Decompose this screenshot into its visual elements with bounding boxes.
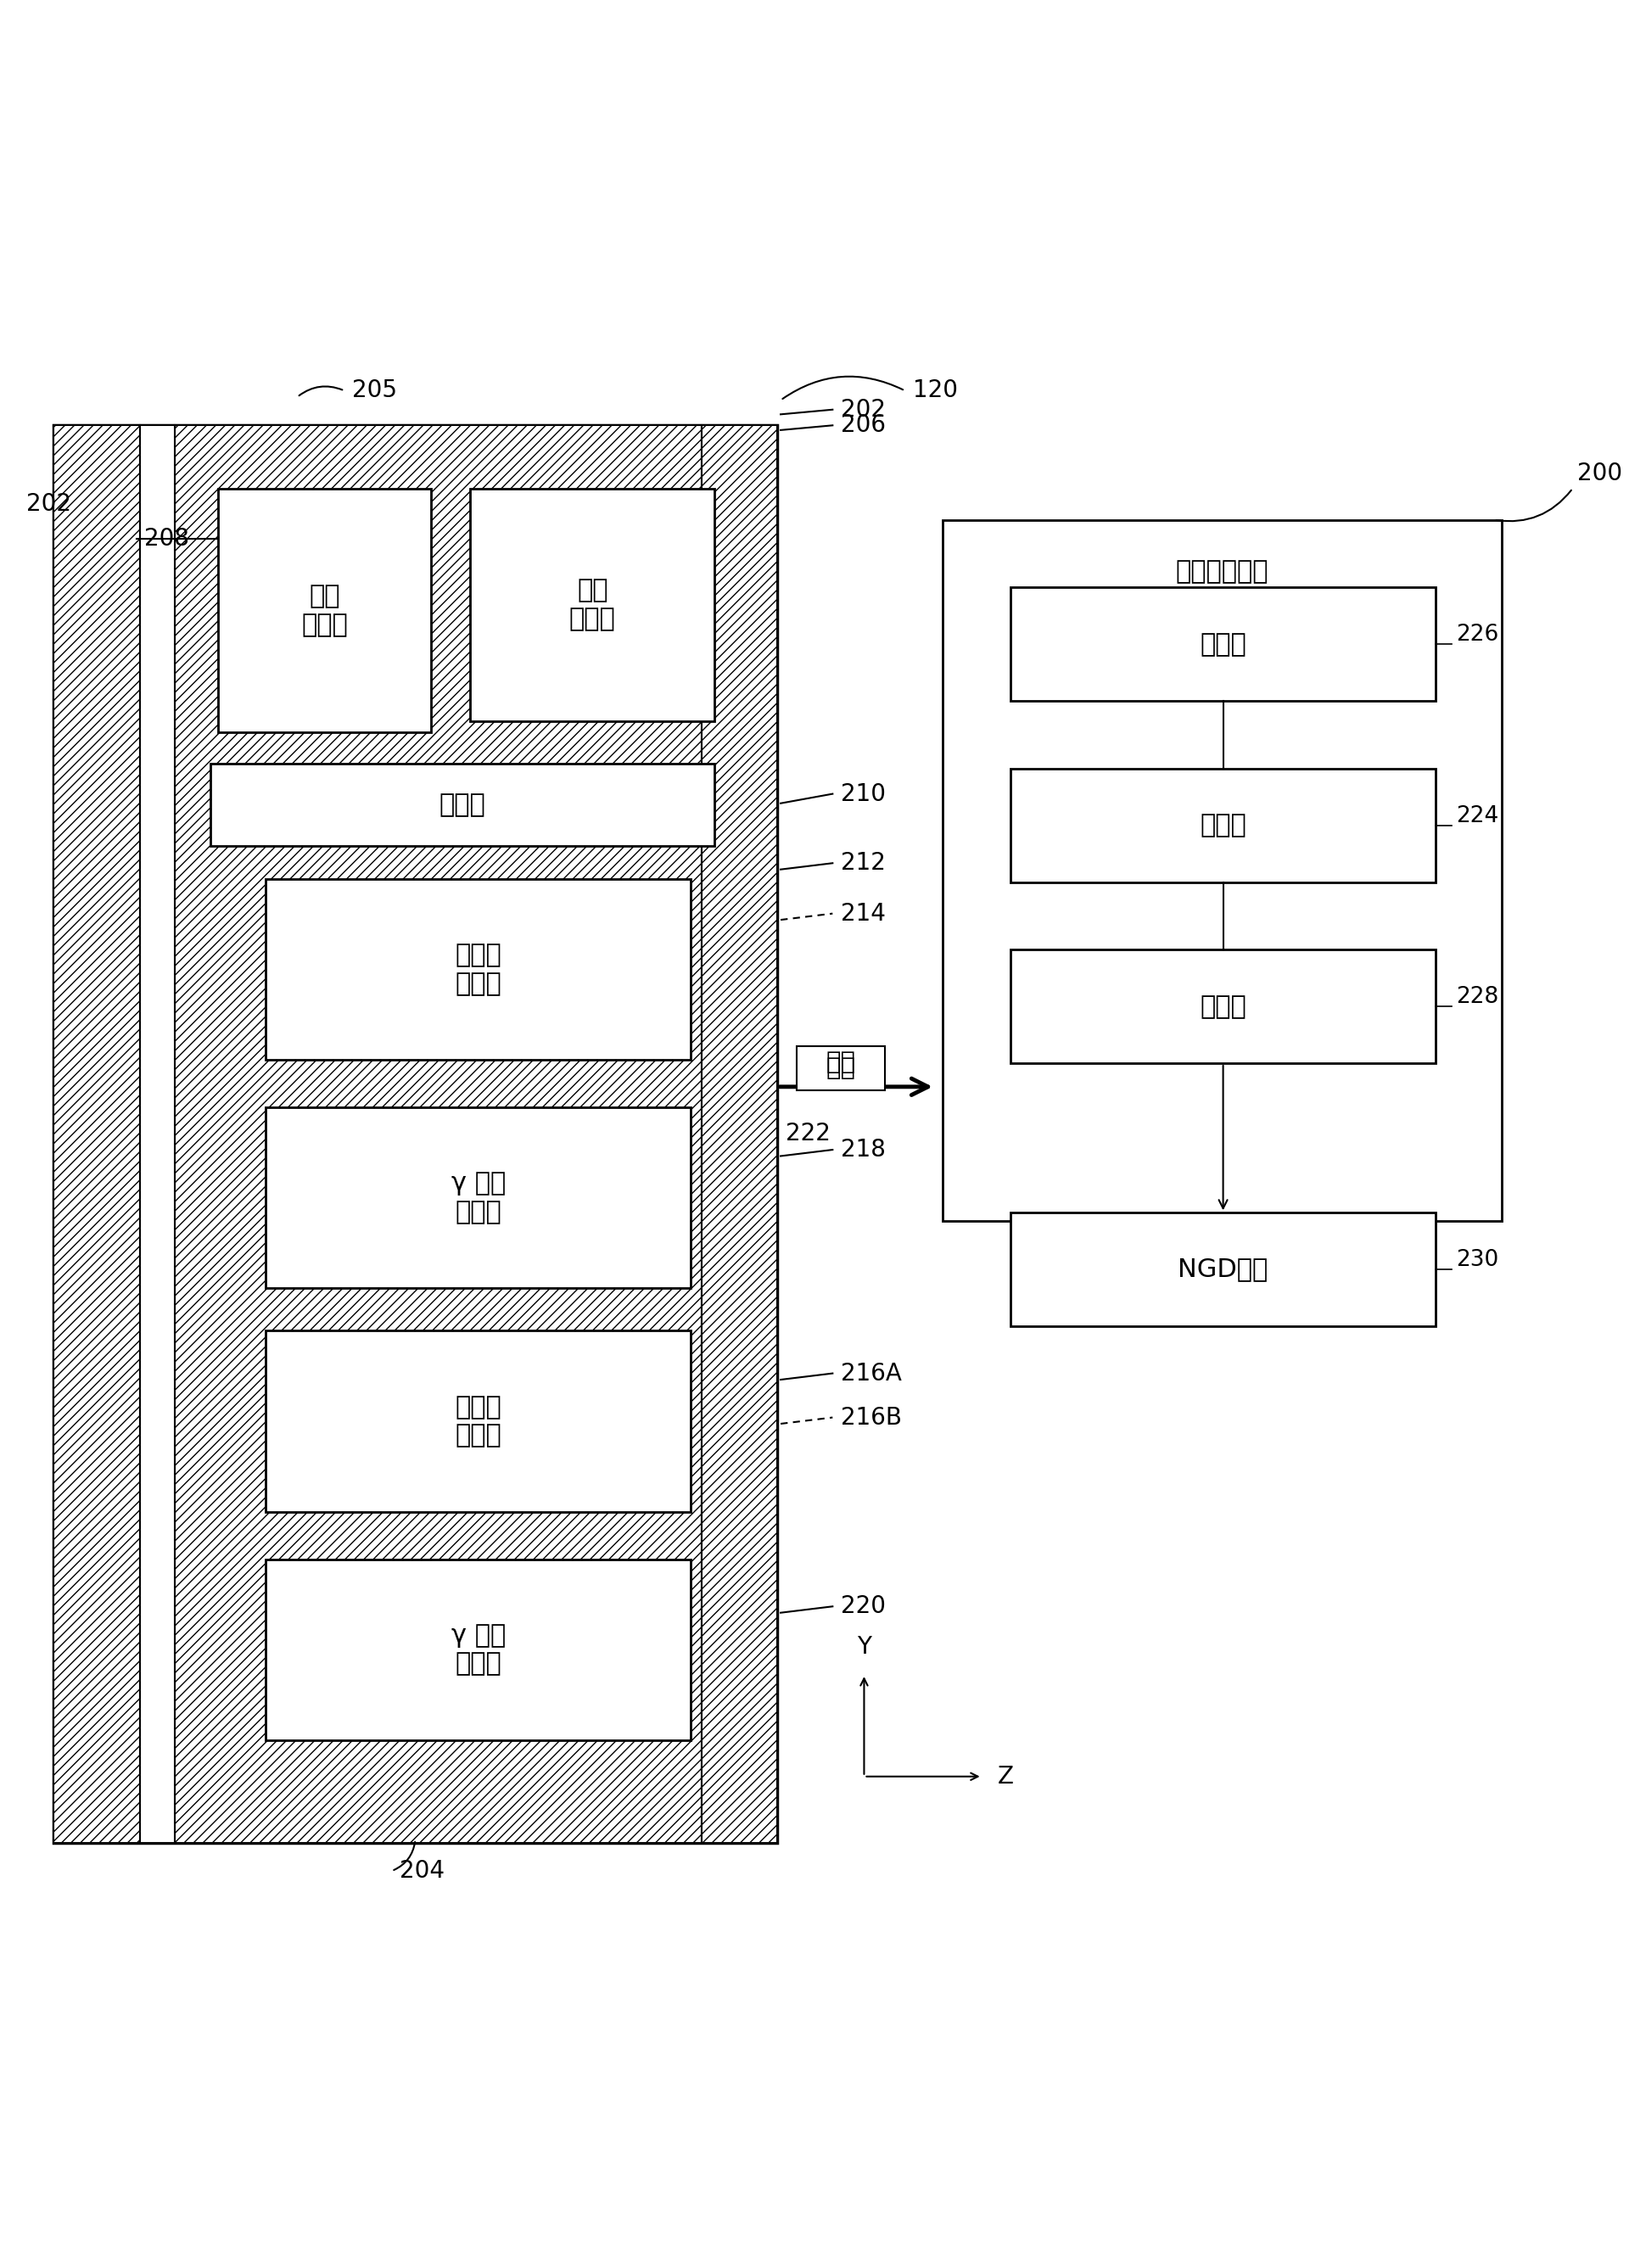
Text: 216A: 216A [841, 1361, 901, 1386]
Text: 218: 218 [841, 1139, 885, 1161]
Text: 222: 222 [785, 1120, 831, 1145]
Text: 热中子
探测器: 热中子 探测器 [454, 943, 502, 996]
Bar [797, 1046, 885, 1091]
Text: 226: 226 [1456, 624, 1499, 646]
Bar [702, 426, 777, 1842]
Text: 210: 210 [841, 782, 886, 805]
Text: NGD测量: NGD测量 [1178, 1256, 1269, 1281]
Text: 216B: 216B [841, 1406, 901, 1429]
Text: 数据: 数据 [826, 1050, 855, 1075]
Text: 处理器: 处理器 [1201, 812, 1246, 837]
Text: 228: 228 [1456, 987, 1499, 1007]
Bar [1010, 1213, 1435, 1327]
Text: 214: 214 [841, 903, 885, 925]
Text: 中子
监视器: 中子 监视器 [301, 583, 349, 637]
Bar [943, 519, 1502, 1220]
Text: 屏蔽物: 屏蔽物 [440, 792, 485, 816]
Text: 212: 212 [841, 850, 885, 875]
Bar [210, 764, 715, 846]
Bar [1010, 769, 1435, 882]
Text: 存储器: 存储器 [1201, 633, 1246, 655]
Bar [1010, 587, 1435, 701]
Bar [174, 426, 702, 1842]
Text: γ 射线
探测器: γ 射线 探测器 [451, 1624, 505, 1676]
Text: 热中子
探测器: 热中子 探测器 [454, 1395, 502, 1447]
Bar [471, 488, 715, 721]
Bar [218, 488, 432, 733]
Text: 120: 120 [912, 379, 958, 404]
Bar [266, 1558, 691, 1740]
Bar [1010, 950, 1435, 1064]
Text: 中子
生成器: 中子 生成器 [569, 578, 616, 631]
Text: 220: 220 [841, 1594, 886, 1619]
Text: 数据: 数据 [826, 1057, 855, 1080]
Text: 224: 224 [1456, 805, 1499, 828]
Text: 202: 202 [841, 397, 886, 422]
Text: Z: Z [999, 1765, 1015, 1789]
Text: γ 射线
探测器: γ 射线 探测器 [451, 1170, 505, 1225]
Text: 贾存器: 贾存器 [1201, 993, 1246, 1018]
Text: 230: 230 [1456, 1250, 1499, 1270]
Bar [54, 426, 777, 1842]
Bar [266, 1331, 691, 1513]
Text: 202: 202 [26, 492, 72, 517]
Text: 208: 208 [145, 526, 189, 551]
Bar [266, 880, 691, 1059]
Text: 205: 205 [352, 379, 397, 404]
Text: 数据处理电路: 数据处理电路 [1176, 560, 1269, 583]
Text: Y: Y [857, 1635, 872, 1658]
Bar [266, 1107, 691, 1288]
Bar [54, 426, 140, 1842]
Bar [140, 426, 174, 1842]
Text: 200: 200 [1577, 460, 1622, 485]
Text: 204: 204 [399, 1860, 445, 1882]
Text: 206: 206 [841, 413, 886, 438]
